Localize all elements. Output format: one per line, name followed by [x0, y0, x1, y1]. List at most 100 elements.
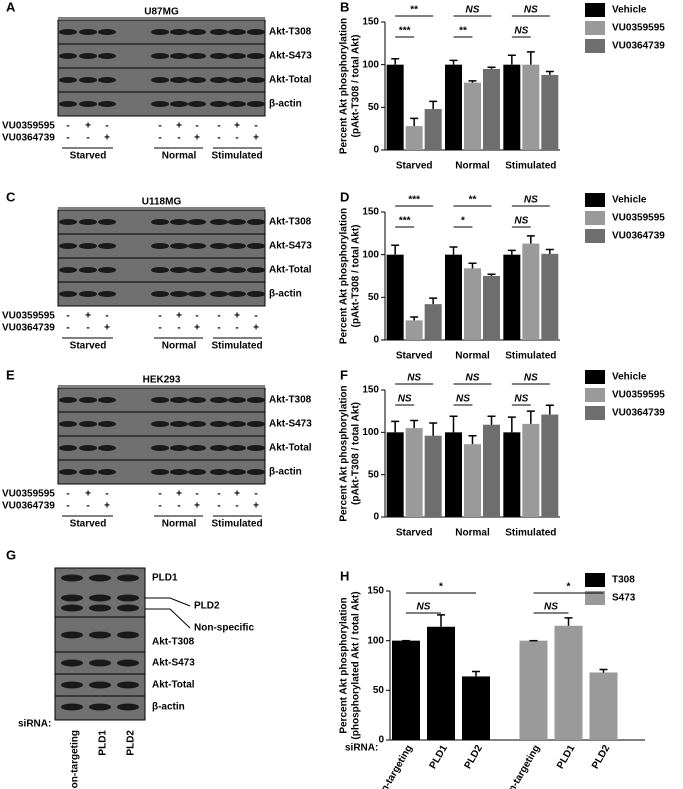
treatment-sign: +	[234, 311, 240, 322]
treatment-label: VU0364739	[2, 133, 55, 144]
bar	[541, 74, 559, 150]
band	[188, 53, 206, 59]
band	[117, 703, 139, 711]
band	[79, 397, 97, 403]
error-bar	[545, 248, 554, 254]
bar	[522, 64, 540, 150]
error-bar	[564, 617, 573, 626]
y-tick-label: 100	[362, 427, 379, 438]
band	[89, 631, 111, 639]
band	[79, 101, 97, 107]
band	[170, 267, 188, 273]
treatment-sign: -	[177, 323, 180, 334]
band	[228, 29, 246, 35]
band	[89, 681, 111, 689]
y-axis-label: Percent Akt phosphorylation	[339, 597, 350, 733]
bar	[464, 268, 481, 340]
treatment-sign: -	[66, 489, 69, 500]
band	[151, 445, 169, 451]
y-axis-label: (pAkt-T308 / total Akt)	[351, 225, 362, 328]
treatment-sign: +	[194, 133, 200, 144]
error-bar	[507, 54, 516, 65]
treatment-sign: -	[86, 323, 89, 334]
treatment-sign: -	[235, 323, 238, 334]
band	[247, 397, 265, 403]
panel-label: A	[6, 0, 16, 14]
band	[228, 77, 246, 83]
band	[98, 397, 116, 403]
x-tick-label: Non-targeting	[373, 743, 415, 789]
treatment-sign: -	[158, 489, 161, 500]
x-tick-label: PLD1	[428, 743, 451, 771]
band	[210, 397, 228, 403]
significance-label: NS	[544, 602, 558, 613]
treatment-sign: -	[66, 501, 69, 512]
panel-label: D	[340, 189, 349, 204]
treatment-sign: +	[104, 501, 110, 512]
lane-label: Non-targeting	[70, 730, 81, 789]
blot-row-label: Akt-T308	[269, 27, 312, 38]
band	[59, 291, 77, 297]
significance-label: *	[439, 582, 443, 593]
blot-row-label: PLD2	[194, 601, 220, 612]
group-label: Stimulated	[211, 341, 262, 352]
treatment-sign: -	[66, 121, 69, 132]
blot-title: U118MG	[142, 197, 182, 208]
legend-label: Vehicle	[612, 195, 647, 206]
error-bar	[468, 262, 477, 269]
error-bar	[429, 297, 438, 305]
legend-label: S473	[612, 593, 636, 604]
error-bar	[487, 273, 496, 276]
x-tick-label: Normal	[455, 161, 490, 172]
band	[98, 445, 116, 451]
band	[170, 421, 188, 427]
bar	[483, 424, 500, 517]
band	[61, 574, 83, 582]
treatment-sign: -	[195, 311, 198, 322]
band	[210, 267, 228, 273]
band	[59, 77, 77, 83]
sirna-label: siRNA:	[18, 719, 51, 730]
band	[79, 77, 97, 83]
blot-row-label: β-actin	[269, 467, 302, 478]
legend-swatch	[585, 573, 605, 587]
bar	[589, 672, 618, 740]
band	[59, 101, 77, 107]
band	[59, 469, 77, 475]
treatment-sign: +	[176, 121, 182, 132]
bar	[392, 640, 420, 740]
blot-row-label: Akt-S473	[269, 51, 312, 62]
x-tick-label: Starved	[396, 161, 433, 172]
x-axis-label: siRNA:	[345, 743, 378, 754]
blot-row-label: Akt-Total	[152, 680, 195, 691]
bar	[386, 64, 404, 150]
error-bar	[487, 66, 496, 69]
significance-label: NS	[524, 195, 538, 206]
treatment-sign: -	[66, 311, 69, 322]
y-axis-label: (pAkt-T308 / total Akt)	[351, 402, 362, 505]
band	[170, 219, 188, 225]
y-axis-label: (pAkt-T308 / total Akt)	[351, 35, 362, 138]
significance-label: NS	[417, 602, 431, 613]
error-bar	[391, 57, 400, 65]
band	[117, 659, 139, 667]
group-label: Starved	[70, 151, 107, 162]
band	[117, 604, 139, 612]
band	[79, 421, 97, 427]
treatment-label: VU0359595	[2, 489, 55, 500]
treatment-sign: -	[217, 133, 220, 144]
band	[89, 574, 111, 582]
blot-row-label: Akt-S473	[269, 241, 312, 252]
error-bar	[545, 404, 554, 415]
group-label: Normal	[162, 341, 197, 352]
treatment-sign: +	[234, 489, 240, 500]
treatment-sign: -	[217, 501, 220, 512]
treatment-sign: -	[235, 133, 238, 144]
band	[247, 243, 265, 249]
legend-label: Vehicle	[612, 372, 647, 383]
band	[98, 53, 116, 59]
blot-row-label: β-actin	[269, 289, 302, 300]
band	[151, 291, 169, 297]
error-bar	[507, 416, 516, 433]
